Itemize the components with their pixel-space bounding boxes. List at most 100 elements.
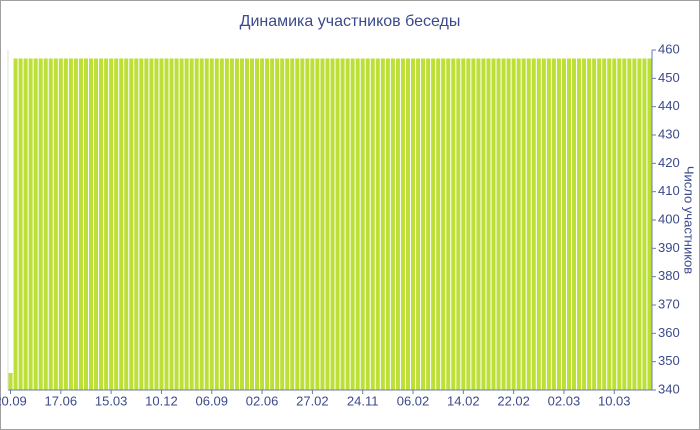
bar bbox=[531, 58, 536, 390]
bar bbox=[23, 58, 28, 390]
bar bbox=[446, 58, 451, 390]
bar bbox=[43, 58, 48, 390]
bar bbox=[426, 58, 431, 390]
y-tick-label: 350 bbox=[658, 353, 680, 368]
bar bbox=[94, 58, 99, 390]
bar bbox=[229, 58, 234, 390]
bar bbox=[325, 58, 330, 390]
y-tick-label: 390 bbox=[658, 240, 680, 255]
bar bbox=[526, 58, 531, 390]
x-tick-label: 24.11 bbox=[347, 393, 379, 408]
bar bbox=[431, 58, 436, 390]
bar bbox=[179, 58, 184, 390]
bar bbox=[8, 373, 13, 390]
x-tick-label: 10.12 bbox=[145, 393, 178, 408]
bar bbox=[587, 58, 592, 390]
bar bbox=[481, 58, 486, 390]
bar bbox=[169, 58, 174, 390]
chart-title: Динамика участников беседы bbox=[240, 13, 461, 30]
bar bbox=[612, 58, 617, 390]
x-tick-label: 02.06 bbox=[246, 393, 279, 408]
x-tick-label: 14.02 bbox=[447, 393, 480, 408]
bar bbox=[239, 58, 244, 390]
x-tick-label: 17.06 bbox=[45, 393, 78, 408]
bar bbox=[159, 58, 164, 390]
bar bbox=[566, 58, 571, 390]
bar bbox=[134, 58, 139, 390]
x-tick-label: 15.03 bbox=[95, 393, 128, 408]
bar bbox=[511, 58, 516, 390]
bar bbox=[204, 58, 209, 390]
bar bbox=[501, 58, 506, 390]
bar bbox=[390, 58, 395, 390]
bar bbox=[53, 58, 58, 390]
bar bbox=[260, 58, 265, 390]
bar bbox=[365, 58, 370, 390]
bar bbox=[617, 58, 622, 390]
bar bbox=[491, 58, 496, 390]
y-axis-title: Число участников bbox=[682, 166, 697, 274]
bar bbox=[184, 58, 189, 390]
bar bbox=[114, 58, 119, 390]
bar bbox=[63, 58, 68, 390]
bar bbox=[290, 58, 295, 390]
bar bbox=[421, 58, 426, 390]
bar bbox=[345, 58, 350, 390]
bar bbox=[129, 58, 134, 390]
bar bbox=[400, 58, 405, 390]
bar bbox=[73, 58, 78, 390]
bar bbox=[255, 58, 260, 390]
bar bbox=[592, 58, 597, 390]
bar bbox=[189, 58, 194, 390]
bar bbox=[561, 58, 566, 390]
x-tick-label: 06.09 bbox=[195, 393, 228, 408]
bar bbox=[607, 58, 612, 390]
bar bbox=[456, 58, 461, 390]
bar bbox=[300, 58, 305, 390]
bar bbox=[516, 58, 521, 390]
y-tick-label: 340 bbox=[658, 381, 680, 396]
bar bbox=[350, 58, 355, 390]
bar bbox=[582, 58, 587, 390]
bar bbox=[13, 58, 18, 390]
y-tick-label: 400 bbox=[658, 211, 680, 226]
bar bbox=[637, 58, 642, 390]
bar bbox=[385, 58, 390, 390]
bar bbox=[119, 58, 124, 390]
y-tick-label: 410 bbox=[658, 183, 680, 198]
bar bbox=[556, 58, 561, 390]
bar bbox=[139, 58, 144, 390]
y-tick-label: 360 bbox=[658, 325, 680, 340]
bar bbox=[199, 58, 204, 390]
bar bbox=[642, 58, 647, 390]
bar bbox=[405, 58, 410, 390]
bar bbox=[602, 58, 607, 390]
bar bbox=[58, 58, 63, 390]
bar bbox=[83, 58, 88, 390]
bar bbox=[355, 58, 360, 390]
bar bbox=[471, 58, 476, 390]
bar bbox=[48, 58, 53, 390]
y-tick-label: 370 bbox=[658, 296, 680, 311]
bar bbox=[551, 58, 556, 390]
bar bbox=[244, 58, 249, 390]
bar bbox=[536, 58, 541, 390]
x-tick-label: 10.03 bbox=[598, 393, 631, 408]
bar bbox=[265, 58, 270, 390]
bar bbox=[546, 58, 551, 390]
bar bbox=[124, 58, 129, 390]
bar bbox=[295, 58, 300, 390]
bar bbox=[411, 58, 416, 390]
x-tick-label: 06.02 bbox=[397, 393, 430, 408]
bar bbox=[597, 58, 602, 390]
bar bbox=[305, 58, 310, 390]
bar bbox=[164, 58, 169, 390]
bar bbox=[627, 58, 632, 390]
bar bbox=[99, 58, 104, 390]
bar bbox=[33, 58, 38, 390]
bar bbox=[375, 58, 380, 390]
bar bbox=[395, 58, 400, 390]
bar bbox=[275, 58, 280, 390]
bar bbox=[330, 58, 335, 390]
bar bbox=[89, 58, 94, 390]
